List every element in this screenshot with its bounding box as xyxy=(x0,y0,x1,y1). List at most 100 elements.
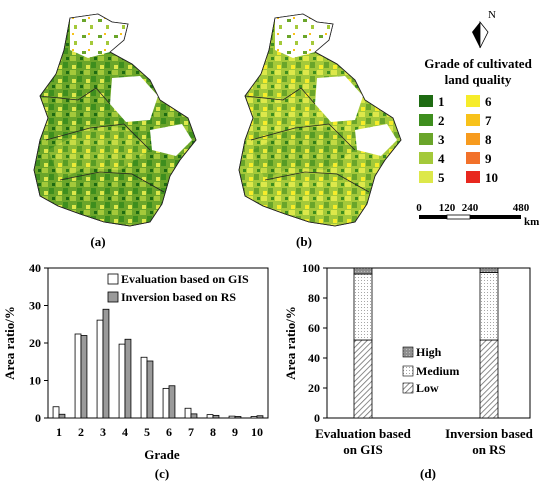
chart-c-bar-rs-grade-1 xyxy=(58,413,66,419)
chart-c-bar-gis-grade-8 xyxy=(206,414,214,419)
chart-c-xtick-label-10: 10 xyxy=(251,425,263,439)
map-legend: 1 2 3 4 5 6 7 8 9 10 xyxy=(419,94,498,185)
chart-c-bar-gis-grade-2 xyxy=(74,333,82,419)
chart-c-ylabel: Area ratio/% xyxy=(2,306,17,380)
scale-tick-0: 0 xyxy=(416,202,422,214)
chart-d-ylabel: Area ratio/% xyxy=(283,306,298,380)
grade-8-label: 8 xyxy=(485,132,492,147)
scale-bar: 0 120 240 480 km xyxy=(416,202,539,228)
north-arrow: N xyxy=(472,9,496,49)
legend-label-gis: Evaluation based on GIS xyxy=(121,272,249,286)
chart-c-bar-rs-grade-3 xyxy=(102,308,110,419)
chart-c-ytick-label-20: 20 xyxy=(29,336,41,350)
panel-a-label: (a) xyxy=(90,234,105,249)
legend-swatch-gis xyxy=(107,273,119,285)
grade-4-label: 4 xyxy=(438,151,445,166)
map-legend-title-1: Grade of cultivated xyxy=(424,56,532,71)
map-b xyxy=(238,13,402,227)
chart-c-xtick-label-7: 7 xyxy=(188,425,194,439)
chart-d-bars xyxy=(353,267,499,419)
chart-c-bar-gis-grade-1 xyxy=(52,406,60,419)
chart-c-bar-gis-grade-5 xyxy=(140,356,148,419)
scale-tick-240: 240 xyxy=(462,202,479,214)
chart-c-bar-gis-grade-4 xyxy=(118,343,126,419)
grade-10-swatch xyxy=(466,171,480,183)
legend-label-high: High xyxy=(416,345,442,359)
chart-c-ytick-label-30: 30 xyxy=(29,299,41,313)
chart-d-bar-low-gis xyxy=(353,339,373,419)
chart-d-xtick-label-rs-line1: Inversion based xyxy=(445,426,534,441)
chart-d-bar-high-gis xyxy=(353,267,373,275)
chart-c-xtick-label-1: 1 xyxy=(56,425,62,439)
grade-7-label: 7 xyxy=(485,113,492,128)
chart-d-ytick-label-100: 100 xyxy=(302,261,320,275)
grade-2-swatch xyxy=(419,114,433,126)
chart-c-bar-gis-grade-9 xyxy=(228,415,236,419)
chart-d-xtick-label-gis-line2: on GIS xyxy=(343,442,382,457)
chart-d-ytick-label-40: 40 xyxy=(308,351,320,365)
chart-c-bar-rs-grade-2 xyxy=(80,335,88,419)
chart-d-legend: High Medium Low xyxy=(402,345,459,395)
chart-d-frame xyxy=(326,267,531,419)
grade-3-label: 3 xyxy=(438,132,445,147)
legend-swatch-medium xyxy=(402,365,414,377)
grade-8-swatch xyxy=(466,133,480,145)
legend-swatch-rs xyxy=(107,291,119,303)
legend-swatch-high xyxy=(402,346,414,358)
chart-d-ytick-label-0: 0 xyxy=(314,411,320,425)
north-arrow-label: N xyxy=(488,9,496,21)
grade-6-label: 6 xyxy=(485,94,492,109)
chart-c-bar-rs-grade-8 xyxy=(212,414,220,419)
map-legend-title-2: land quality xyxy=(445,72,512,87)
chart-c-xtick-label-9: 9 xyxy=(232,425,238,439)
chart-d-bar-medium-rs xyxy=(479,272,499,341)
scale-tick-120: 120 xyxy=(439,202,456,214)
chart-d-ytick-label-20: 20 xyxy=(308,381,320,395)
chart-c-xtick-label-8: 8 xyxy=(210,425,216,439)
chart-c-xlabel: Grade xyxy=(144,447,180,462)
chart-c-ytick-label-0: 0 xyxy=(35,411,41,425)
chart-c-xtick-label-6: 6 xyxy=(166,425,172,439)
grade-1-swatch xyxy=(419,95,433,107)
chart-c-xtick-label-2: 2 xyxy=(78,425,84,439)
map-a xyxy=(33,13,197,227)
chart-c-bar-rs-grade-6 xyxy=(168,385,176,419)
panel-b-label: (b) xyxy=(296,234,312,249)
chart-d-bar-high-rs xyxy=(479,267,499,273)
legend-label-medium: Medium xyxy=(416,364,459,378)
chart-c-bar-gis-grade-3 xyxy=(96,319,104,419)
chart-c-ytick-label-40: 40 xyxy=(29,261,41,275)
grade-9-swatch xyxy=(466,152,480,164)
chart-c-xtick-label-4: 4 xyxy=(122,425,128,439)
chart-d-ytick-label-60: 60 xyxy=(308,321,320,335)
chart-c-bar-rs-grade-10 xyxy=(256,415,264,419)
chart-d-ytick-label-80: 80 xyxy=(308,291,320,305)
legend-label-rs: Inversion based on RS xyxy=(121,290,236,304)
chart-c-bar-gis-grade-7 xyxy=(184,407,192,419)
chart-c-bar-rs-grade-9 xyxy=(234,416,242,419)
grade-5-label: 5 xyxy=(438,170,445,185)
chart-d-bar-medium-gis xyxy=(353,273,373,341)
legend-swatch-low xyxy=(402,382,414,394)
grade-1-label: 1 xyxy=(438,94,445,109)
grade-10-label: 10 xyxy=(485,170,498,185)
chart-c-bars xyxy=(52,308,264,419)
panel-c-label: (c) xyxy=(155,466,169,481)
scale-unit: km xyxy=(524,216,539,228)
grade-5-swatch xyxy=(419,171,433,183)
chart-c-bar-rs-grade-4 xyxy=(124,338,132,419)
grade-7-swatch xyxy=(466,114,480,126)
grade-9-label: 9 xyxy=(485,151,492,166)
chart-c-bar-gis-grade-10 xyxy=(250,416,258,419)
scale-tick-480: 480 xyxy=(513,202,530,214)
chart-d-bar-low-rs xyxy=(479,339,499,419)
chart-c-legend: Evaluation based on GIS Inversion based … xyxy=(107,272,249,304)
legend-label-low: Low xyxy=(416,381,439,395)
chart-d-xtick-label-rs-line2: on RS xyxy=(472,442,506,457)
grade-6-swatch xyxy=(466,95,480,107)
chart-c-axes: 0 10 20 30 40 1 2 3 4 5 6 7 8 9 10 xyxy=(29,261,269,439)
